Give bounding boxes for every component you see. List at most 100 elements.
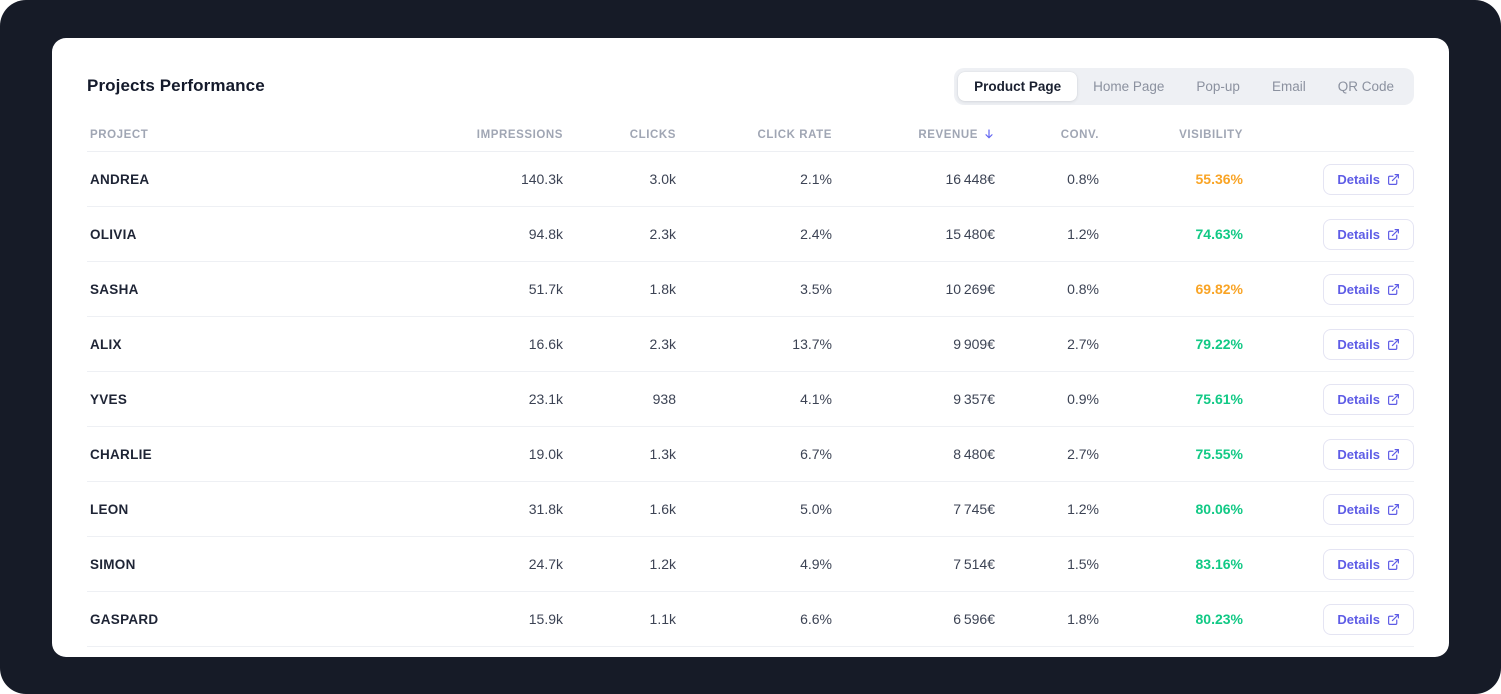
card-header: Projects Performance Product Page Home P… [87,38,1414,108]
details-label: Details [1337,171,1380,187]
visibility-value: 80.23% [1195,611,1243,627]
clicks-value: 2.3k [649,226,676,242]
column-header-revenue-label: REVENUE [918,128,978,141]
visibility-value: 74.63% [1195,226,1243,242]
column-header-conv[interactable]: CONV. [1060,128,1099,141]
clicks-value: 1.2k [649,556,676,572]
tab-email[interactable]: Email [1256,72,1322,101]
project-name: LEON [90,501,129,517]
project-name: SIMON [90,556,136,572]
actions-cell: Details [1243,383,1414,415]
revenue-value: 7 514€ [953,556,995,572]
details-label: Details [1337,611,1380,627]
clicks-value: 1.1k [649,611,676,627]
table-row: YVES 23.1k 938 4.1% 9 357€ 0.9% 75.61% D… [87,372,1414,427]
visibility-value: 75.61% [1195,391,1243,407]
impressions-value: 23.1k [528,391,563,407]
external-link-icon [1388,228,1399,240]
click-rate-value: 6.7% [800,446,832,462]
click-rate-value: 5.0% [800,501,832,517]
actions-cell: Details [1243,493,1414,525]
external-link-icon [1388,503,1399,515]
actions-cell: Details [1243,273,1414,305]
conv-value: 0.9% [1067,391,1099,407]
clicks-value: 1.6k [649,501,676,517]
details-label: Details [1337,226,1380,242]
table-header: PROJECT IMPRESSIONS CLICKS CLICK RATE RE… [87,108,1414,152]
project-name: GASPARD [90,611,159,627]
project-name: CHARLIE [90,446,152,462]
column-header-click-rate[interactable]: CLICK RATE [757,128,832,141]
revenue-value: 9 357€ [953,391,995,407]
column-header-revenue[interactable]: REVENUE [832,129,995,141]
column-header-visibility[interactable]: VISIBILITY [1179,128,1243,141]
revenue-value: 10 269€ [945,281,995,297]
visibility-value: 83.16% [1195,556,1243,572]
tab-home-page[interactable]: Home Page [1077,72,1180,101]
conv-value: 1.8% [1067,611,1099,627]
click-rate-value: 4.1% [800,391,832,407]
impressions-value: 19.0k [528,446,563,462]
impressions-value: 16.6k [528,336,563,352]
projects-performance-card: Projects Performance Product Page Home P… [52,38,1449,657]
impressions-value: 15.9k [528,611,563,627]
details-button[interactable]: Details [1323,603,1414,635]
click-rate-value: 13.7% [792,336,832,352]
actions-cell: Details [1243,163,1414,195]
details-button[interactable]: Details [1323,163,1414,195]
details-button[interactable]: Details [1323,548,1414,580]
actions-cell: Details [1243,218,1414,250]
table-row: CHARLIE 19.0k 1.3k 6.7% 8 480€ 2.7% 75.5… [87,427,1414,482]
details-button[interactable]: Details [1323,493,1414,525]
conv-value: 1.2% [1067,501,1099,517]
details-label: Details [1337,391,1380,407]
conv-value: 1.5% [1067,556,1099,572]
column-header-project[interactable]: PROJECT [90,128,149,141]
click-rate-value: 2.1% [800,171,832,187]
actions-cell: Details [1243,438,1414,470]
project-name: ANDREA [90,171,150,187]
project-name: YVES [90,391,128,407]
conv-value: 1.2% [1067,226,1099,242]
visibility-value: 75.55% [1195,446,1243,462]
conv-value: 2.7% [1067,446,1099,462]
click-rate-value: 3.5% [800,281,832,297]
table-row: ANDREA 140.3k 3.0k 2.1% 16 448€ 0.8% 55.… [87,152,1414,207]
clicks-value: 3.0k [649,171,676,187]
external-link-icon [1388,338,1399,350]
click-rate-value: 6.6% [800,611,832,627]
revenue-value: 8 480€ [953,446,995,462]
column-header-clicks[interactable]: CLICKS [629,128,676,141]
impressions-value: 31.8k [528,501,563,517]
tab-pop-up[interactable]: Pop-up [1180,72,1256,101]
details-button[interactable]: Details [1323,218,1414,250]
tab-qr-code[interactable]: QR Code [1322,72,1410,101]
details-button[interactable]: Details [1323,328,1414,360]
click-rate-value: 2.4% [800,226,832,242]
actions-cell: Details [1243,603,1414,635]
details-button[interactable]: Details [1323,273,1414,305]
details-button[interactable]: Details [1323,438,1414,470]
revenue-value: 16 448€ [945,171,995,187]
click-rate-value: 4.9% [800,556,832,572]
table-row: GASPARD 15.9k 1.1k 6.6% 6 596€ 1.8% 80.2… [87,592,1414,647]
project-name: OLIVIA [90,226,137,242]
details-label: Details [1337,501,1380,517]
column-header-impressions[interactable]: IMPRESSIONS [476,128,563,141]
visibility-value: 79.22% [1195,336,1243,352]
revenue-value: 15 480€ [945,226,995,242]
tab-product-page[interactable]: Product Page [958,71,1078,101]
table-row: SASHA 51.7k 1.8k 3.5% 10 269€ 0.8% 69.82… [87,262,1414,317]
conv-value: 2.7% [1067,336,1099,352]
clicks-value: 938 [652,391,676,407]
details-button[interactable]: Details [1323,383,1414,415]
visibility-value: 69.82% [1195,281,1243,297]
details-label: Details [1337,336,1380,352]
external-link-icon [1388,613,1399,625]
clicks-value: 2.3k [649,336,676,352]
revenue-value: 7 745€ [953,501,995,517]
sort-descending-icon[interactable] [983,128,995,140]
project-name: SASHA [90,281,139,297]
